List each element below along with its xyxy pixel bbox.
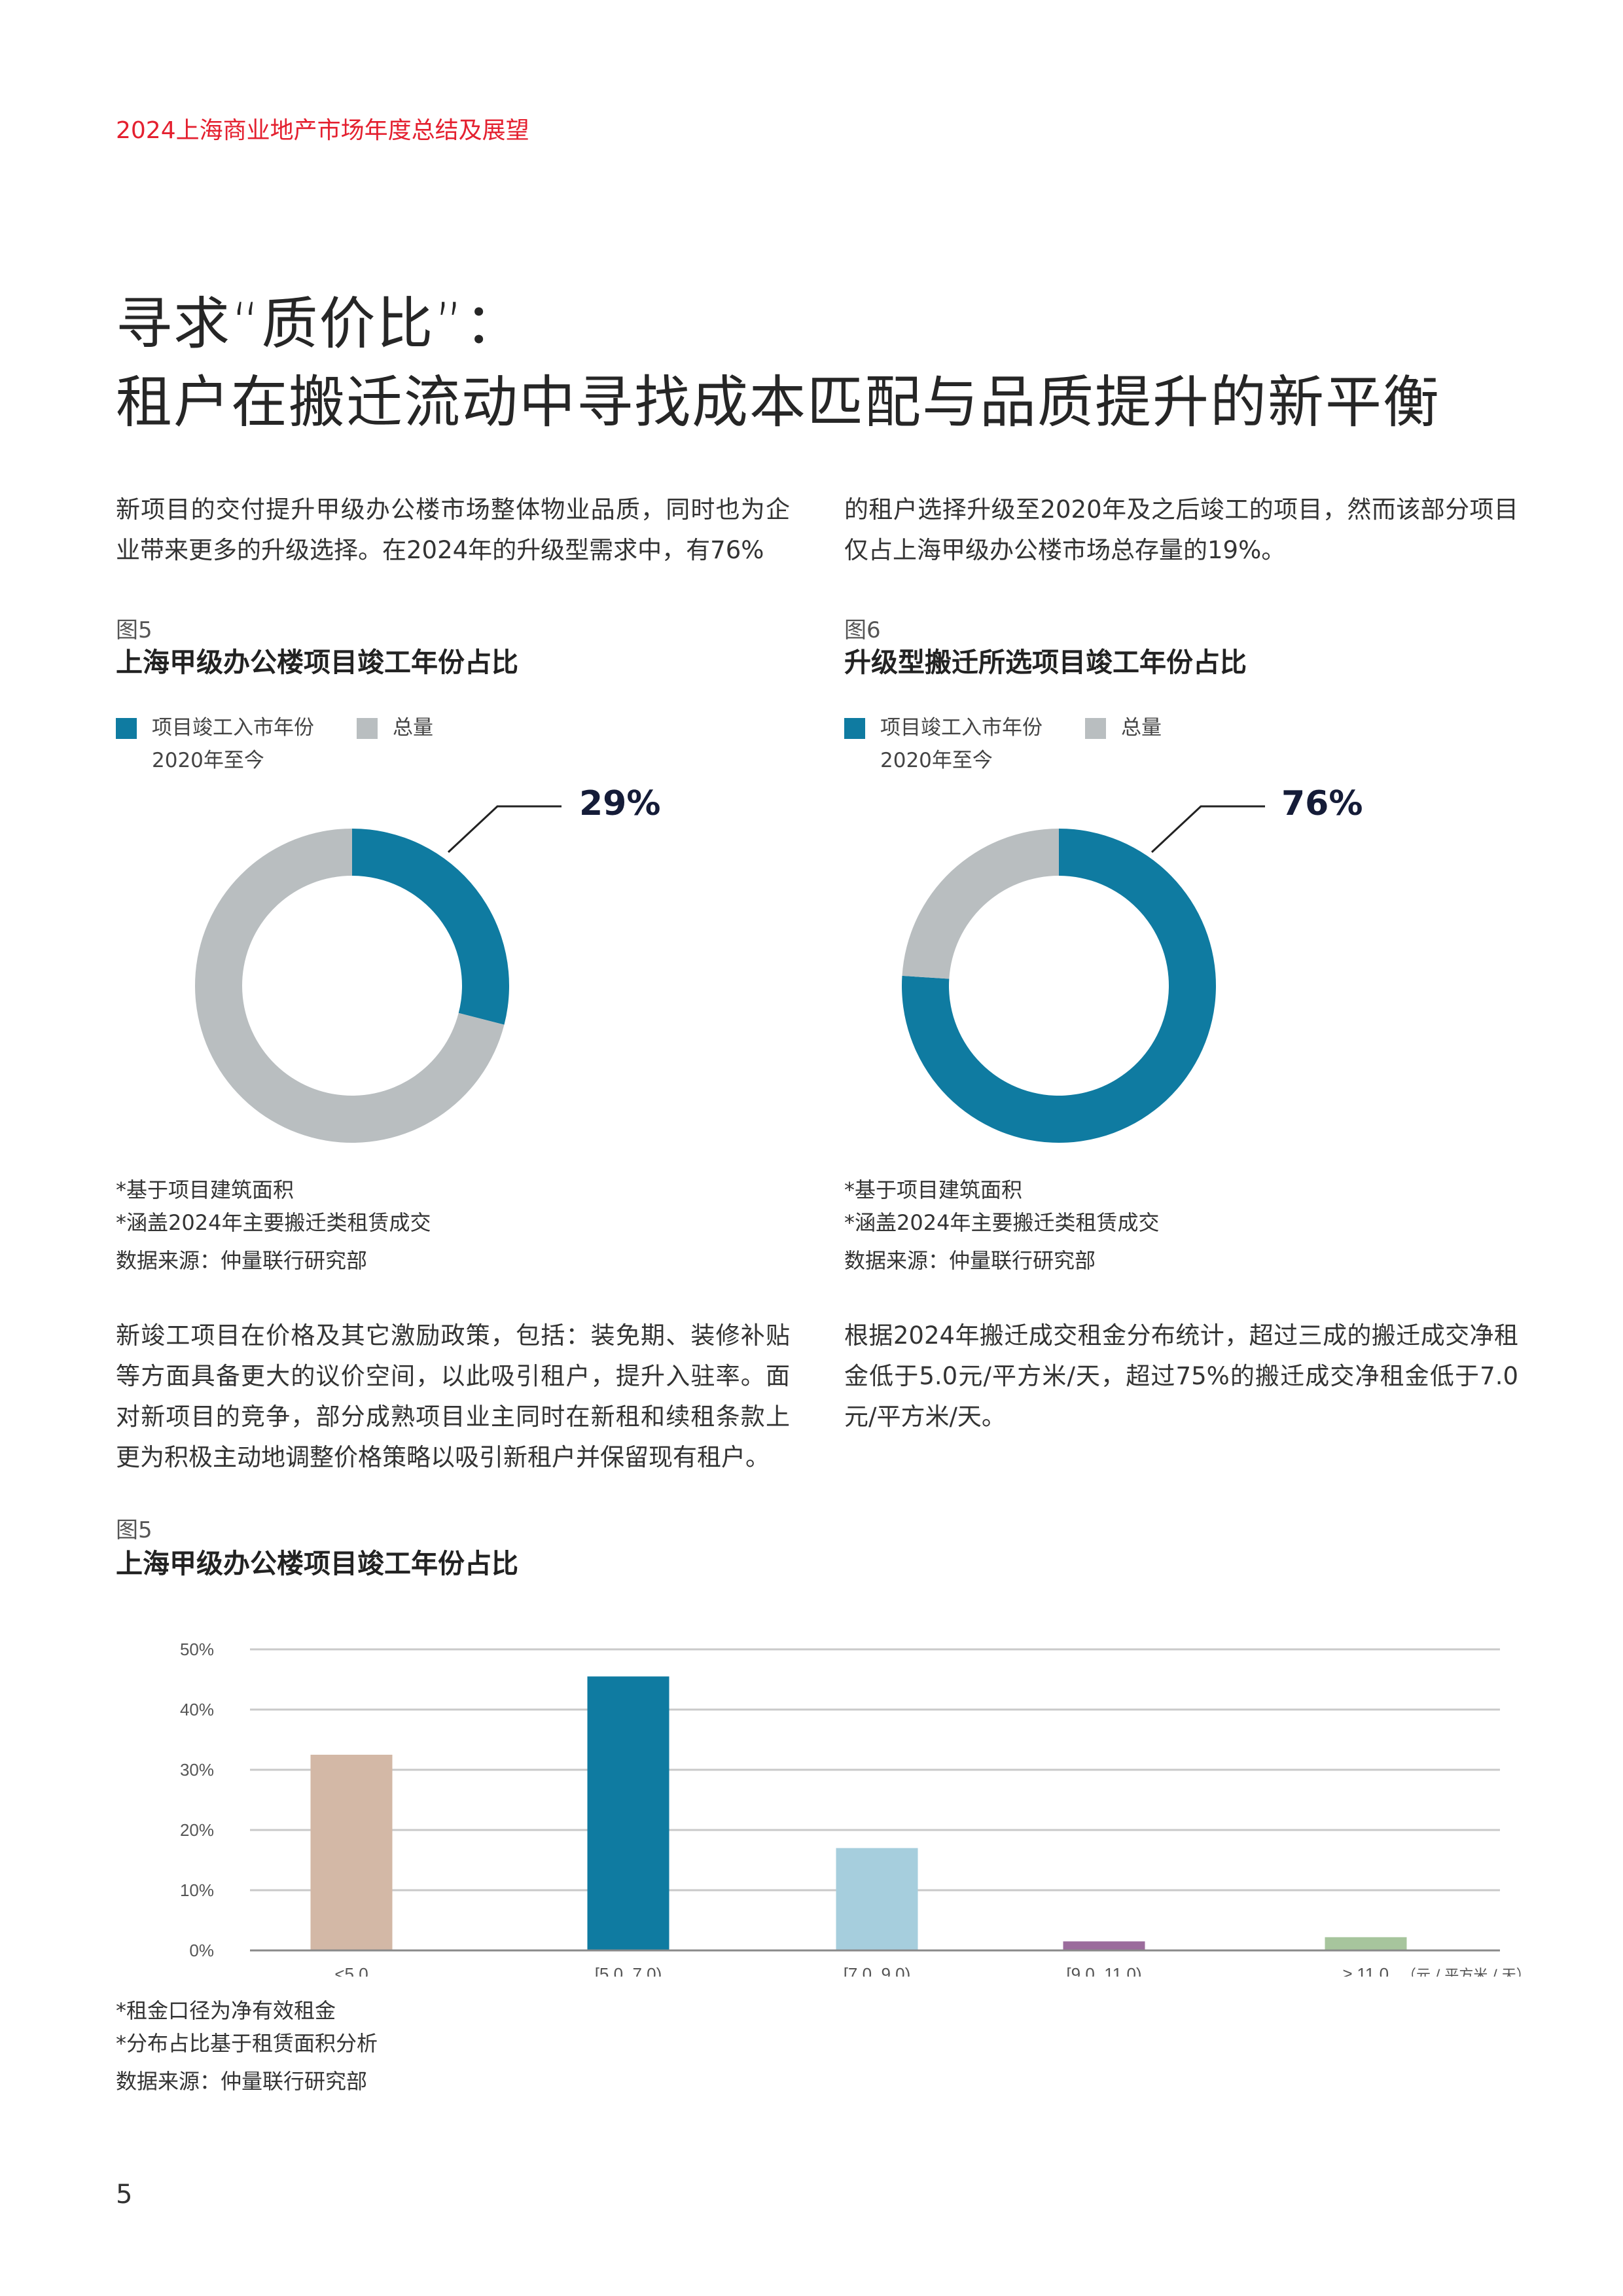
fig6-title: 升级型搬迁所选项目竣工年份占比: [844, 647, 1247, 678]
fig5-note-2: *涵盖2024年主要搬迁类租赁成交: [116, 1210, 431, 1235]
fig5-label: 图5: [116, 617, 152, 643]
fig5-donut: [195, 829, 509, 1143]
fig5-donut-slice-1: [352, 829, 509, 1025]
bar-1: [310, 1755, 393, 1950]
fig6-label: 图6: [844, 617, 881, 643]
fig6-legend-swatch-gray: [1085, 718, 1106, 739]
fig5-legend-swatch-blue: [116, 718, 137, 739]
fig-bar-label: 图5: [116, 1517, 152, 1543]
fig5-donut-chart: [195, 805, 562, 1143]
x-axis-unit-label: （元 / 平方米 / 天）: [1402, 1967, 1523, 1977]
body-paragraph-left: 新竣工项目在价格及其它激励政策，包括：装免期、装修补贴等方面具备更大的议价空间，…: [116, 1321, 790, 1471]
fig6-donut: [902, 829, 1216, 1143]
y-tick-label: 50%: [180, 1640, 214, 1659]
fig5-legend-series1-line1: 项目竣工入市年份: [152, 716, 314, 740]
fig6-legend-series2: 总量: [1121, 716, 1162, 740]
fig6-note-2: *涵盖2024年主要搬迁类租赁成交: [844, 1210, 1160, 1235]
fig-bar-notes: *租金口径为净有效租金 *分布占比基于租赁面积分析 数据来源：仲量联行研究部: [116, 1994, 378, 2098]
fig6-note-1: *基于项目建筑面积: [844, 1177, 1023, 1202]
bar-4: [1063, 1941, 1145, 1950]
fig5-source: 数据来源：仲量联行研究部: [116, 1248, 368, 1273]
y-tick-label: 0%: [189, 1941, 214, 1960]
fig6-source: 数据来源：仲量联行研究部: [844, 1248, 1096, 1273]
intro-paragraph-left: 新项目的交付提升甲级办公楼市场整体物业品质，同时也为企业带来更多的升级选择。在2…: [116, 495, 790, 564]
x-tick-label: <5.0: [334, 1964, 368, 1977]
y-tick-label: 30%: [180, 1760, 214, 1780]
fig5-legend-series2: 总量: [393, 716, 433, 740]
x-tick-label: [5.0, 7.0): [595, 1964, 662, 1977]
fig-bar-title: 上海甲级办公楼项目竣工年份占比: [116, 1548, 518, 1579]
y-tick-label: 20%: [180, 1820, 214, 1840]
x-tick-label: [7.0, 9.0): [844, 1964, 911, 1977]
x-tick-label: ≥ 11.0: [1343, 1964, 1389, 1977]
fig6-callout-line: [1150, 805, 1265, 853]
fig-bar-note-2: *分布占比基于租赁面积分析: [116, 2031, 378, 2056]
y-tick-label: 40%: [180, 1700, 214, 1719]
fig5-note-1: *基于项目建筑面积: [116, 1177, 294, 1202]
fig-bar-source: 数据来源：仲量联行研究部: [116, 2069, 368, 2094]
bar-2: [587, 1676, 669, 1950]
fig5-title: 上海甲级办公楼项目竣工年份占比: [116, 647, 518, 678]
fig6-legend-series1-line1: 项目竣工入市年份: [880, 716, 1043, 740]
fig5-donut-slice-2: [195, 829, 505, 1143]
fig6-legend-series1-line2: 2020年至今: [880, 749, 993, 772]
fig5-notes: *基于项目建筑面积 *涵盖2024年主要搬迁类租赁成交 数据来源：仲量联行研究部: [116, 1174, 431, 1277]
body-paragraph-right: 根据2024年搬迁成交租金分布统计，超过三成的搬迁成交净租金低于5.0元/平方米…: [844, 1321, 1518, 1431]
fig6-donut-chart: [902, 805, 1265, 1143]
x-tick-label: [9.0, 11.0): [1066, 1964, 1141, 1977]
intro-paragraph-right: 的租户选择升级至2020年及之后竣工的项目，然而该部分项目仅占上海甲级办公楼市场…: [844, 495, 1518, 564]
fig6-percent-label: 76%: [1281, 784, 1363, 823]
fig6-donut-slice-2: [902, 829, 1059, 979]
fig5-legend-series1-line2: 2020年至今: [152, 749, 264, 772]
section-title-line2: 租户在搬迁流动中寻找成本匹配与品质提升的新平衡: [116, 370, 1440, 435]
section-title-line1: 寻求“质价比”：: [116, 291, 523, 357]
fig-bar-note-1: *租金口径为净有效租金: [116, 1998, 336, 2023]
report-header-title: 2024上海商业地产市场年度总结及展望: [116, 117, 529, 144]
fig6-donut-slice-1: [902, 829, 1216, 1143]
fig5-callout-line: [447, 805, 562, 853]
bar-5: [1325, 1937, 1407, 1950]
bar-3: [836, 1848, 918, 1950]
page-number: 5: [116, 2179, 133, 2210]
fig6-legend-swatch-blue: [844, 718, 865, 739]
fig6-notes: *基于项目建筑面积 *涵盖2024年主要搬迁类租赁成交 数据来源：仲量联行研究部: [844, 1174, 1159, 1277]
rent-distribution-bar-chart: 0% 10% 20% 30% 40% 50% <5.0 [5.0, 7.0) [7.0, 9.0…: [180, 1640, 1523, 1977]
y-tick-label: 10%: [180, 1880, 214, 1900]
fig5-legend-swatch-gray: [357, 718, 378, 739]
fig5-percent-label: 29%: [579, 784, 661, 823]
